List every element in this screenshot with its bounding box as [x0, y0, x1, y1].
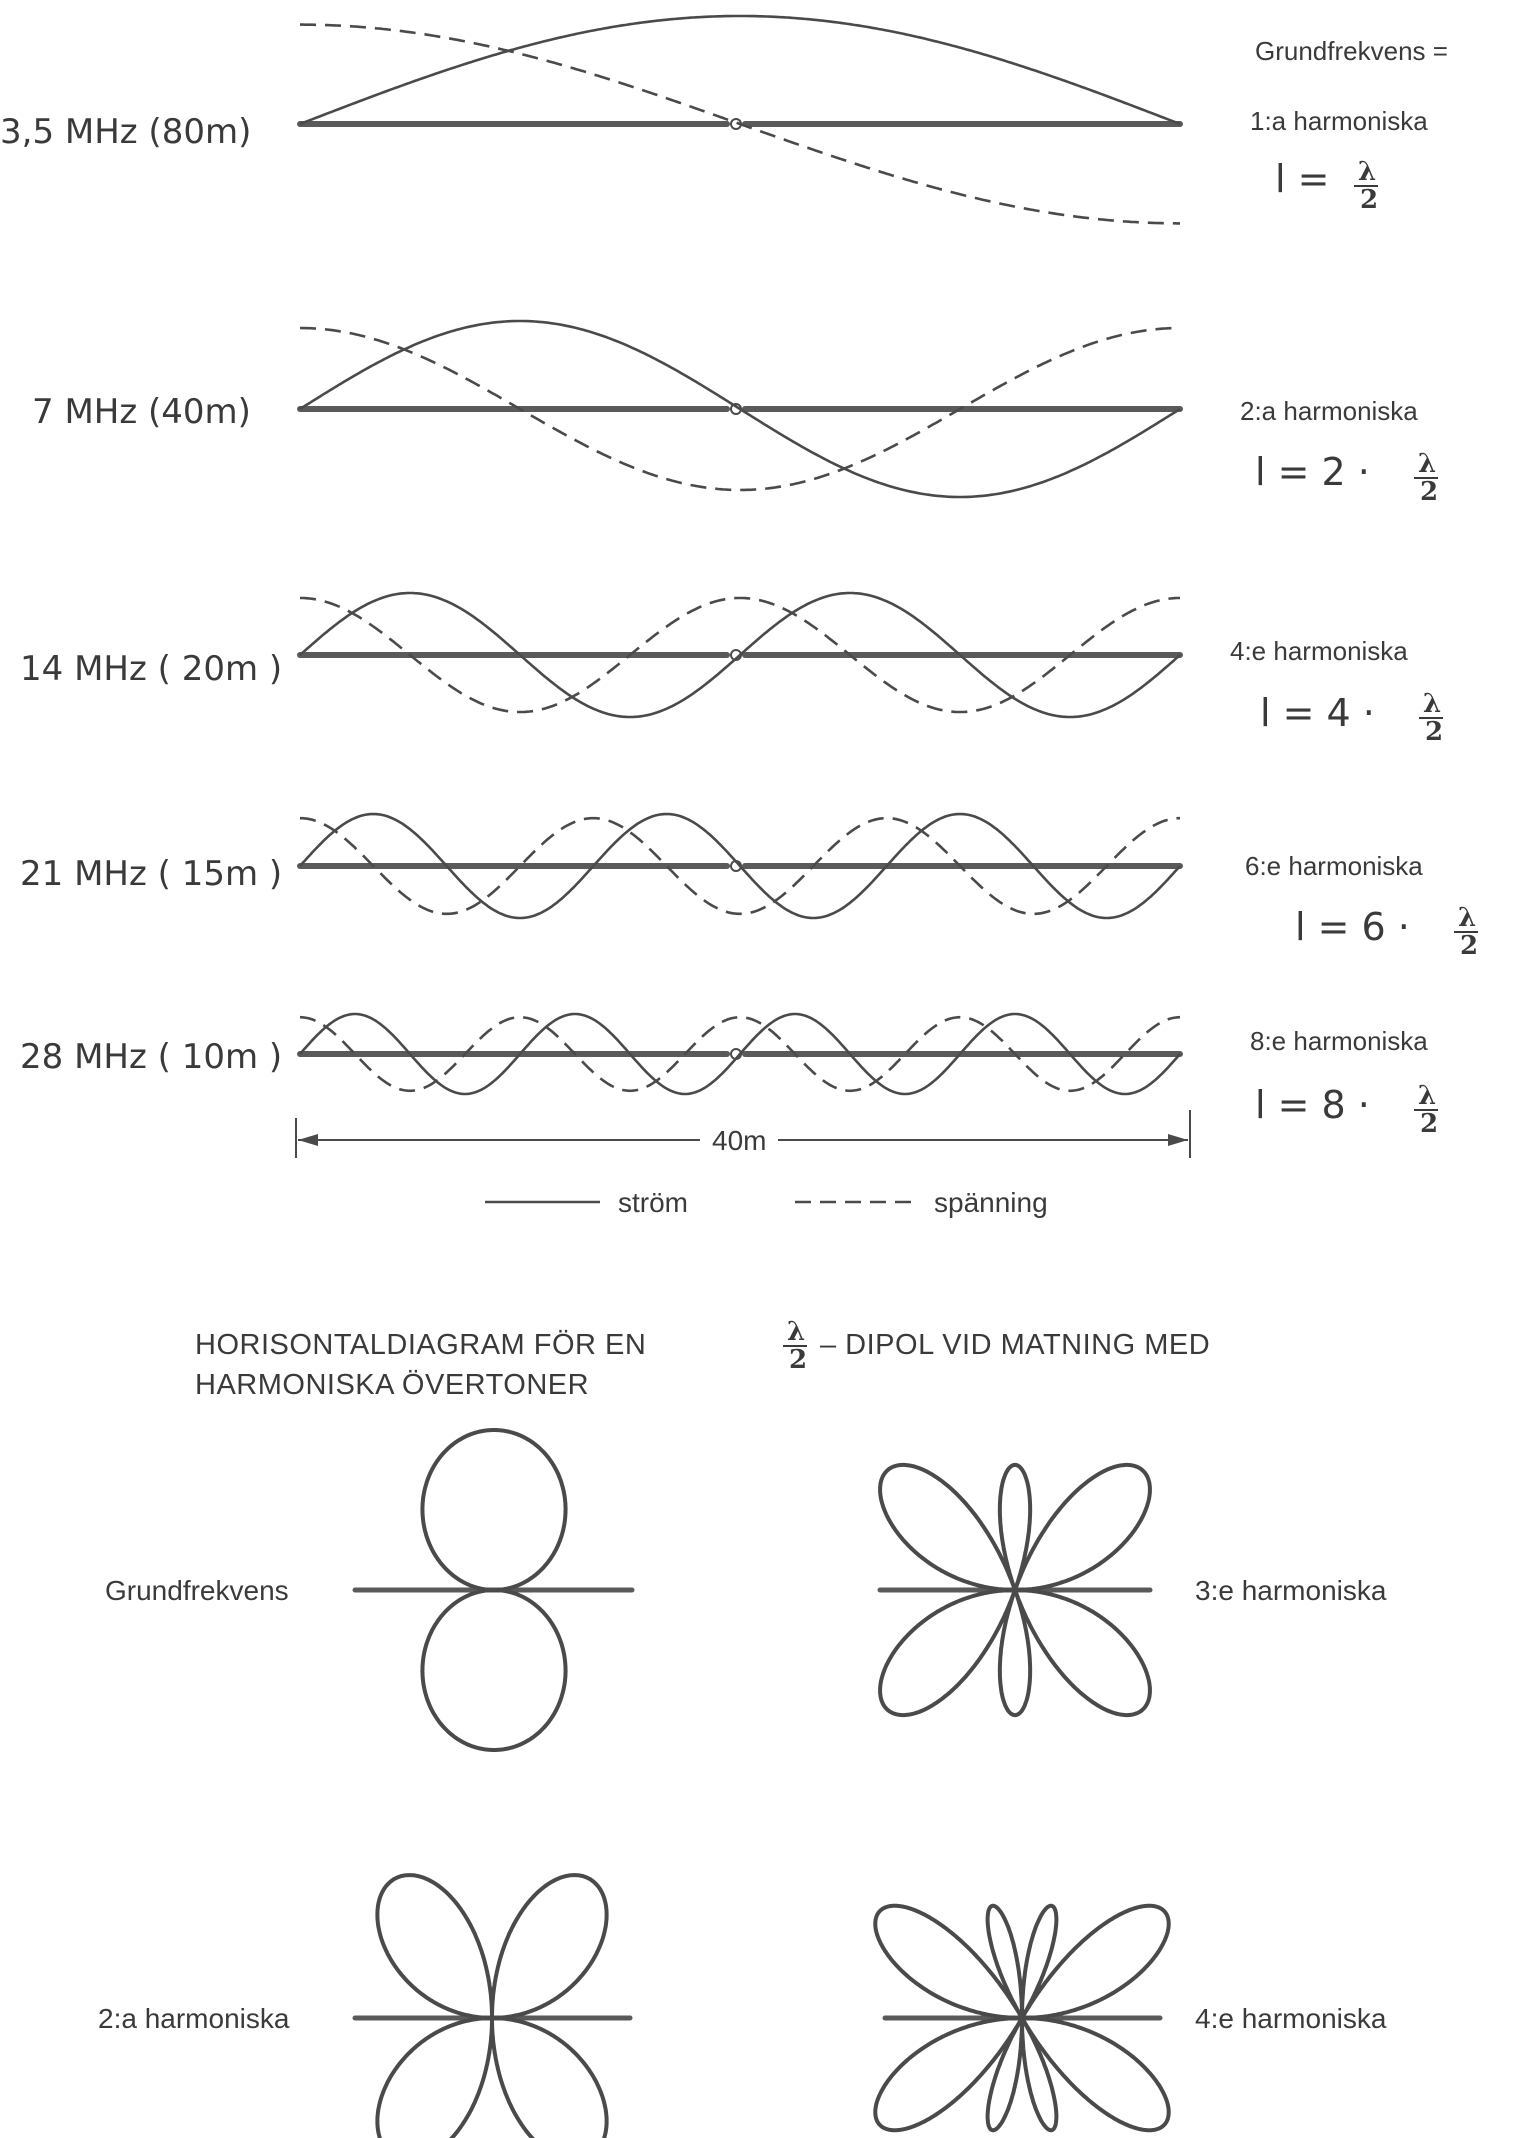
voltage-curve: [300, 23, 1180, 225]
fraction-numerator: λ: [1423, 689, 1441, 719]
title-fraction-numerator: λ: [787, 1317, 805, 1347]
current-curve: [299, 14, 1181, 126]
section-title-line1-end: – DIPOL VID MATNING MED: [820, 1329, 1210, 1361]
harmonic-label: 8:e harmoniska: [1250, 1026, 1428, 1056]
length-equation: l = 2 ·: [1255, 450, 1370, 494]
section-title-line2: HARMONISKA ÖVERTONER: [195, 1369, 589, 1401]
arrow-left-icon: [298, 1134, 318, 1146]
current-curve: [299, 319, 1181, 499]
fraction-denominator: 2: [1460, 931, 1478, 961]
section-title-line1-start: HORISONTALDIAGRAM FÖR EN: [195, 1329, 646, 1361]
dimension-label: 40m: [712, 1125, 766, 1156]
current-curve: [299, 1012, 1181, 1096]
band-row-10m: 28 MHz ( 10m ) 8:e harmoniska l = 8 · λ …: [20, 1012, 1438, 1139]
band-label: 14 MHz ( 20m ): [20, 649, 282, 689]
pattern-fundamental: Grundfrekvens: [105, 1428, 635, 1752]
fundamental-heading: Grundfrekvens =: [1255, 36, 1448, 66]
title-fraction-denominator: 2: [789, 1345, 807, 1375]
band-label: 21 MHz ( 15m ): [20, 854, 282, 894]
voltage-curve: [300, 596, 1180, 714]
fraction-denominator: 2: [1360, 185, 1378, 215]
pattern-label: 2:a harmoniska: [98, 2003, 290, 2034]
pattern-second-harmonic: 2:a harmoniska: [98, 1873, 633, 2138]
length-equation: l = 8 ·: [1255, 1083, 1370, 1127]
band-row-80m: 3,5 MHz (80m) 1:a harmoniska l = λ 2: [0, 14, 1428, 225]
legend: ström spänning: [485, 1187, 1048, 1218]
pattern-lobes: [878, 1462, 1152, 1718]
pattern-lobes: [873, 1903, 1171, 2133]
voltage-curve: [300, 816, 1180, 916]
harmonic-label: 2:a harmoniska: [1240, 396, 1418, 426]
arrow-right-icon: [1168, 1134, 1188, 1146]
fraction-denominator: 2: [1420, 477, 1438, 507]
harmonic-label: 4:e harmoniska: [1230, 636, 1408, 666]
band-label: 7 MHz (40m): [32, 392, 251, 432]
fraction-numerator: λ: [1458, 903, 1476, 933]
fraction-numerator: λ: [1358, 157, 1376, 187]
length-equation: l = 4 ·: [1260, 691, 1375, 735]
pattern-label: 3:e harmoniska: [1195, 1575, 1387, 1606]
voltage-curve: [299, 326, 1181, 492]
harmonic-label: 6:e harmoniska: [1245, 851, 1423, 881]
legend-current-label: ström: [618, 1187, 688, 1218]
pattern-lobes: [420, 1428, 568, 1752]
voltage-curve: [299, 1015, 1181, 1093]
fraction-numerator: λ: [1418, 449, 1436, 479]
section-title: HORISONTALDIAGRAM FÖR EN λ 2 – DIPOL VID…: [195, 1317, 1210, 1401]
fraction-numerator: λ: [1418, 1081, 1436, 1111]
band-row-20m: 14 MHz ( 20m ) 4:e harmoniska l = 4 · λ …: [20, 591, 1443, 747]
current-curve: [299, 591, 1181, 719]
pattern-fourth-harmonic: 4:e harmoniska: [873, 1903, 1387, 2133]
current-curve: [299, 812, 1181, 920]
fraction-denominator: 2: [1425, 717, 1443, 747]
pattern-label: 4:e harmoniska: [1195, 2003, 1387, 2034]
pattern-third-harmonic: 3:e harmoniska: [877, 1462, 1387, 1718]
band-label: 28 MHz ( 10m ): [20, 1037, 282, 1077]
pattern-label: Grundfrekvens: [105, 1575, 289, 1606]
band-label: 3,5 MHz (80m): [0, 112, 251, 152]
harmonic-label: 1:a harmoniska: [1250, 106, 1428, 136]
band-row-15m: 21 MHz ( 15m ) 6:e harmoniska l = 6 · λ …: [20, 812, 1478, 961]
pattern-lobes: [375, 1873, 609, 2138]
band-row-40m: 7 MHz (40m) 2:a harmoniska l = 2 · λ 2: [32, 319, 1438, 507]
legend-voltage-label: spänning: [934, 1187, 1048, 1218]
length-equation: l = 6 ·: [1295, 905, 1410, 949]
length-equation: l =: [1275, 157, 1329, 201]
fraction-denominator: 2: [1420, 1109, 1438, 1139]
length-dimension: 40m: [295, 1110, 1191, 1158]
